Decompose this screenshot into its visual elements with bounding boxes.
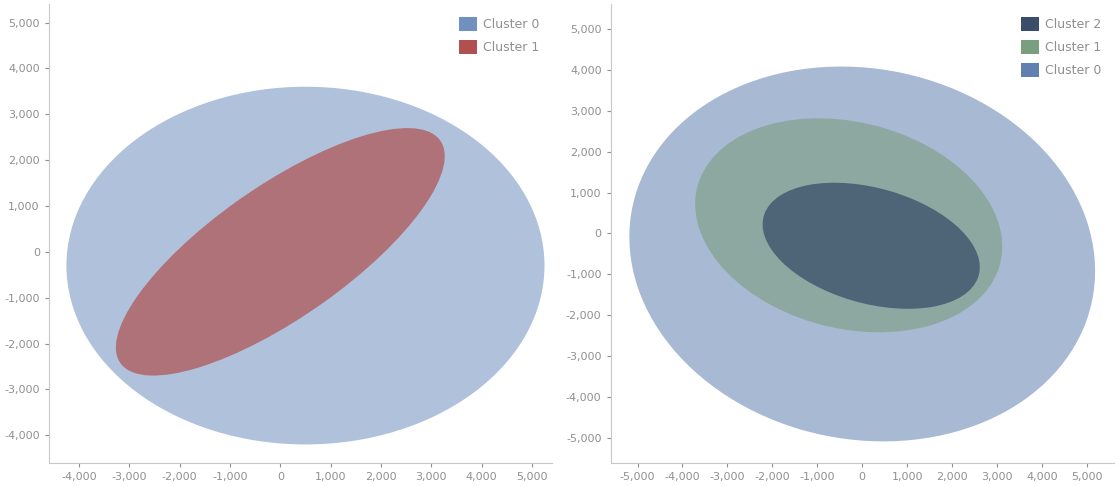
Ellipse shape <box>762 183 979 309</box>
Ellipse shape <box>695 118 1002 332</box>
Legend: Cluster 2, Cluster 1, Cluster 0: Cluster 2, Cluster 1, Cluster 0 <box>1015 10 1108 84</box>
Ellipse shape <box>116 128 445 376</box>
Ellipse shape <box>629 67 1096 441</box>
Legend: Cluster 0, Cluster 1: Cluster 0, Cluster 1 <box>453 10 546 61</box>
Ellipse shape <box>66 87 544 445</box>
